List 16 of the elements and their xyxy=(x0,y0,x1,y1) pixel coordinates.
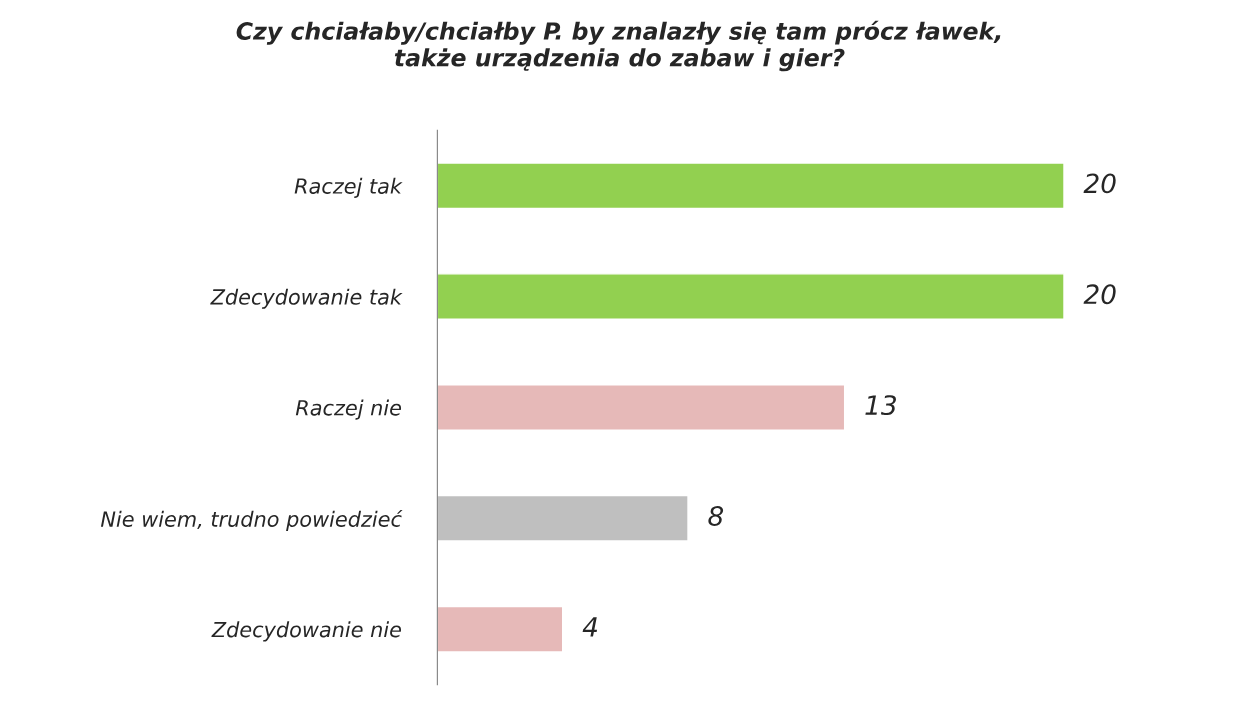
bar xyxy=(437,273,1065,321)
y-tick-label: Raczej tak xyxy=(294,177,403,198)
y-tick-label: Zdecydowanie nie xyxy=(211,621,402,642)
data-label: 20 xyxy=(1083,173,1116,194)
y-tick-label: Raczej nie xyxy=(295,399,402,420)
data-label: 13 xyxy=(865,395,896,416)
bar xyxy=(437,494,689,542)
y-tick-label: Nie wiem, trudno powiedzieć xyxy=(100,510,403,531)
data-label: 20 xyxy=(1083,284,1116,305)
y-tick-label: Zdecydowanie tak xyxy=(210,288,403,309)
chart-title: Czy chciałaby/chciałby P. by znalazły się tam prócz ławek, także urządzenia do zabaw i gier? xyxy=(236,20,1001,72)
bar xyxy=(437,162,1065,210)
data-label: 4 xyxy=(582,617,598,637)
data-label: 8 xyxy=(708,506,724,526)
bar xyxy=(437,384,846,431)
bar xyxy=(437,605,564,653)
